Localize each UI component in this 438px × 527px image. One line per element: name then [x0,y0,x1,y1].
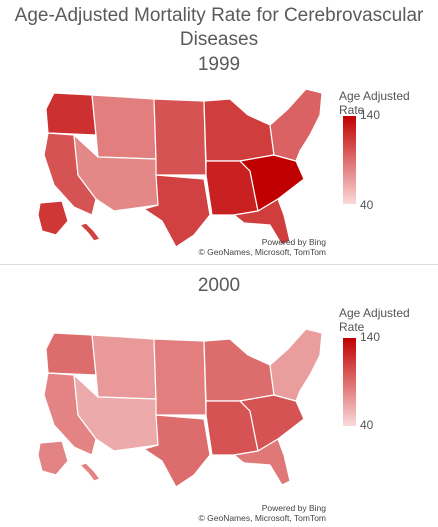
region-hawaii-1999 [79,222,101,242]
region-southwest-1999 [73,134,159,212]
us-choropleth-2000 [37,328,323,488]
map-credit-2000: Powered by Bing © GeoNames, Microsoft, T… [199,503,327,523]
region-northeast-1999 [269,88,323,162]
map-credit-1999: Powered by Bing © GeoNames, Microsoft, T… [199,237,327,257]
region-texas-2000 [143,414,211,488]
map-title-line-1: Age-Adjusted Mortality Rate for Cerebrov… [14,5,424,26]
legend-max-2000: 140 [360,330,381,344]
us-choropleth-1999 [37,88,323,248]
region-southwest-2000 [73,374,159,452]
region-florida-2000 [233,438,291,486]
region-texas-1999 [143,174,211,248]
map-year-1999: 1999 [197,54,241,75]
region-northwest-2000 [45,332,97,376]
region-alaska-2000 [37,440,69,476]
credit-sources-2000: © GeoNames, Microsoft, TomTom [198,513,327,523]
map-divider [0,264,438,265]
legend-gradient-2000 [343,338,356,426]
credit-sources-1999: © GeoNames, Microsoft, TomTom [198,247,327,257]
legend-gradient-1999 [343,116,356,204]
region-northwest-1999 [45,92,97,136]
region-midwest-1999 [203,98,275,162]
region-mountain-1999 [91,94,157,160]
region-plains-2000 [153,338,207,416]
region-plains-1999 [153,98,207,176]
legend-min-1999: 40 [360,198,374,212]
region-midwest-2000 [203,338,275,402]
region-mountain-2000 [91,334,157,400]
region-northeast-2000 [269,328,323,402]
legend-min-2000: 40 [360,418,374,432]
legend-title-2000: Age Adjusted Rate [339,306,410,334]
region-florida-1999 [233,198,291,246]
region-hawaii-2000 [79,462,101,482]
legend-max-1999: 140 [360,108,381,122]
map-title-line-2: Diseases [179,29,259,50]
credit-powered-by-2000: Powered by Bing [261,503,326,513]
legend-title-1999: Age Adjusted Rate [339,89,410,117]
credit-powered-by-1999: Powered by Bing [261,237,326,247]
region-alaska-1999 [37,200,69,236]
map-year-2000: 2000 [197,275,241,296]
